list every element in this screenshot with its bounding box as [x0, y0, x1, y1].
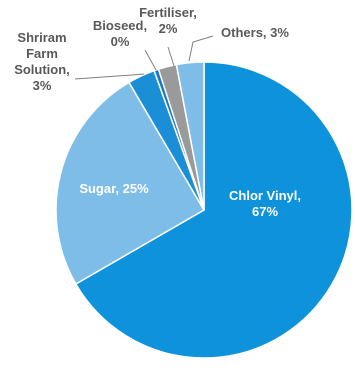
slice-label-line: Bioseed, [93, 18, 147, 33]
pie-slices [55, 61, 353, 359]
pie-slice [175, 61, 205, 211]
leader-line [188, 35, 214, 62]
slice-label-line: 0% [111, 34, 130, 49]
pie-slice [74, 61, 353, 359]
leader-lines [74, 35, 214, 80]
slice-label-line: 67% [252, 204, 278, 219]
slice-label: Sugar, 25% [79, 181, 149, 196]
leader-line [167, 46, 175, 67]
slice-label-line: Solution, [14, 62, 70, 77]
slice-label-line: Farm [26, 46, 58, 61]
slice-label: Fertiliser, 2% [139, 5, 197, 36]
slice-label: Bioseed, 0% [93, 18, 147, 49]
slice-label-line: Chlor Vinyl, [229, 188, 301, 203]
slice-label-line: Shriram [17, 30, 66, 45]
slice-label-line: Others, 3% [221, 25, 289, 40]
slice-label: Chlor Vinyl, 67% [229, 188, 301, 219]
slice-label-line: 2% [159, 21, 178, 36]
slice-label-line: Fertiliser, [139, 5, 197, 20]
slice-label: Others, 3% [221, 25, 289, 40]
slice-label: Shriram Farm Solution, 3% [14, 30, 70, 93]
slice-label-line: 3% [33, 78, 52, 93]
leader-line [74, 73, 145, 80]
slice-labels: Chlor Vinyl, 67% Sugar, 25% Shriram Farm Solu… [14, 5, 301, 219]
pie-slice [55, 81, 206, 286]
slice-label-line: Sugar, 25% [79, 181, 149, 196]
leader-line [144, 49, 157, 71]
